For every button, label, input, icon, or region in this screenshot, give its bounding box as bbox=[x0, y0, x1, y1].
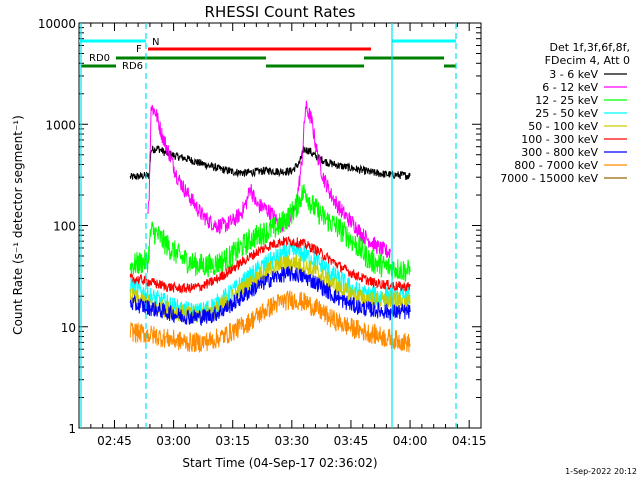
series-line-0 bbox=[129, 145, 411, 181]
footer-date: 1-Sep-2022 20:12 bbox=[565, 467, 637, 476]
y-tick-label: 10000 bbox=[38, 17, 76, 31]
legend-label: 25 - 50 keV bbox=[535, 107, 598, 120]
x-tick-label: 02:45 bbox=[97, 434, 132, 448]
series-line-6 bbox=[129, 265, 411, 327]
x-tick-label: 03:45 bbox=[334, 434, 369, 448]
series-line-1 bbox=[147, 100, 391, 259]
x-axis-label: Start Time (04-Sep-17 02:36:02) bbox=[182, 456, 377, 470]
chart-title: RHESSI Count Rates bbox=[205, 3, 356, 21]
annotation-f: F bbox=[136, 44, 142, 55]
annotation-rd0: RD0 bbox=[89, 53, 110, 64]
legend-label: 300 - 800 keV bbox=[521, 146, 598, 159]
legend-label: 3 - 6 keV bbox=[549, 68, 598, 81]
legend-label: 50 - 100 keV bbox=[528, 120, 598, 133]
y-tick-label: 100 bbox=[53, 220, 76, 234]
series-line-2 bbox=[129, 184, 411, 282]
legend-label: 12 - 25 keV bbox=[535, 94, 598, 107]
legend: Det 1f,3f,6f,8f, FDecim 4, Att 0 3 - 6 k… bbox=[500, 41, 630, 185]
x-axis: 02:45 03:00 03:15 03:30 03:45 04:00 04:15 bbox=[78, 23, 487, 448]
series-line-4 bbox=[129, 254, 411, 323]
annotation-rd6: RD6 bbox=[122, 61, 143, 72]
x-tick-label: 03:00 bbox=[156, 434, 191, 448]
legend-label: 100 - 300 keV bbox=[521, 133, 598, 146]
x-tick-label: 03:30 bbox=[275, 434, 310, 448]
annotation-n: N bbox=[152, 37, 159, 48]
legend-label: 6 - 12 keV bbox=[542, 81, 598, 94]
x-tick-label: 04:00 bbox=[393, 434, 428, 448]
legend-label: 7000 - 15000 keV bbox=[500, 172, 598, 185]
series-line-5 bbox=[129, 236, 411, 295]
y-tick-label: 10 bbox=[61, 321, 76, 335]
y-axis: 1 10 100 1000 10000 bbox=[38, 17, 481, 436]
legend-header-line-2: FDecim 4, Att 0 bbox=[545, 54, 630, 67]
x-tick-label: 04:15 bbox=[452, 434, 487, 448]
legend-label: 800 - 7000 keV bbox=[514, 159, 598, 172]
y-tick-label: 1 bbox=[68, 422, 76, 436]
legend-header-line-1: Det 1f,3f,6f,8f, bbox=[549, 41, 630, 54]
x-tick-label: 03:15 bbox=[215, 434, 250, 448]
series-line-7 bbox=[129, 289, 411, 353]
y-tick-label: 1000 bbox=[45, 118, 76, 132]
y-axis-label: Count Rate (s⁻¹ detector segment⁻¹) bbox=[11, 115, 25, 335]
